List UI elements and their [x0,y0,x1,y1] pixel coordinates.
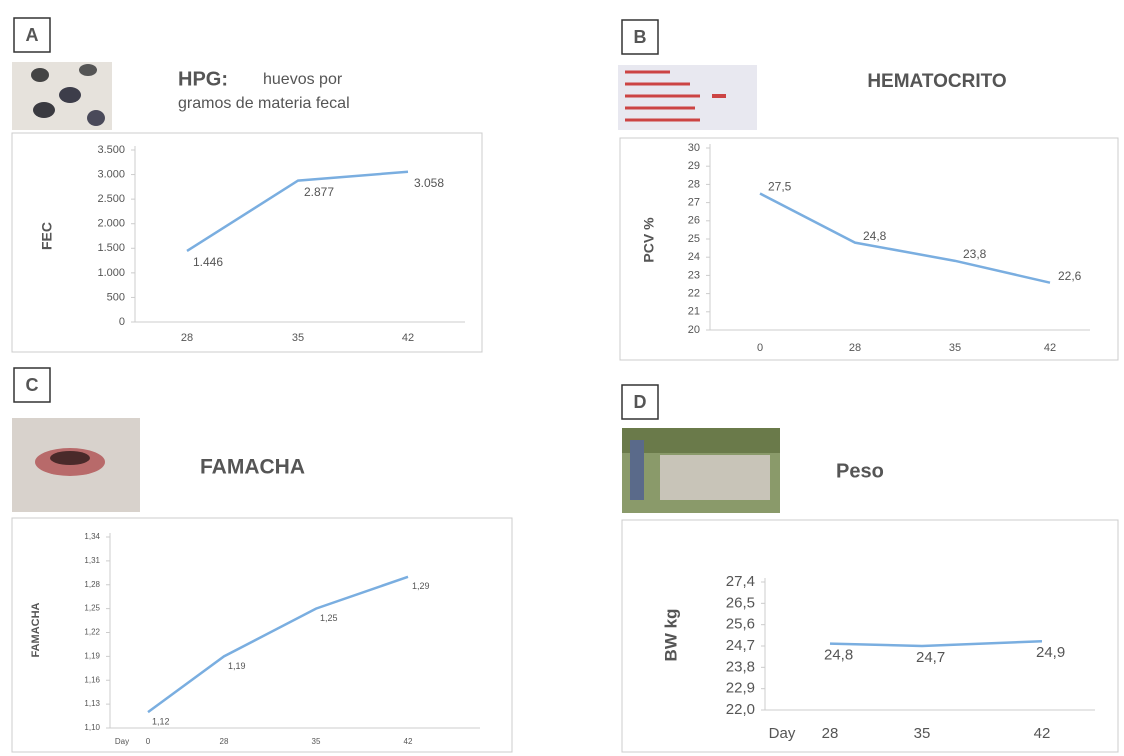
panel-frame [12,133,482,352]
y-tick-label: 1,34 [84,532,100,541]
y-tick-label: 26,5 [726,594,755,611]
y-tick-label: 1.500 [97,242,125,254]
photo-eye [12,418,140,512]
panel-frame [622,520,1118,752]
x-tick-label: 35 [914,725,931,742]
photo-capillaries [618,65,757,130]
y-tick-label: 1,10 [84,723,100,732]
y-tick-label: 1.000 [97,267,125,279]
x-tick-label: 42 [1034,725,1051,742]
y-tick-label: 2.000 [97,218,125,230]
x-tick-label: 28 [849,342,861,354]
x-axis-label: Day [769,725,796,742]
value-label: 1,12 [152,716,170,726]
y-tick-label: 3.500 [97,144,125,156]
data-line [830,641,1042,646]
value-label: 24,8 [863,229,887,243]
y-tick-label: 25 [688,233,700,245]
y-tick-label: 22 [688,288,700,300]
panel-title: Peso [836,460,884,482]
value-label: 24,9 [1036,644,1065,661]
y-axis-label: FEC [39,222,55,250]
data-line [187,172,408,251]
panel-title: HPG: [178,68,228,90]
panel-subtitle: gramos de materia fecal [178,95,350,112]
y-tick-label: 30 [688,142,700,154]
y-tick-label: 22,9 [726,680,755,697]
photo-eggs [12,62,112,130]
photo-sheep [622,428,780,513]
y-tick-label: 1,31 [84,556,100,565]
value-label: 1.446 [193,255,223,269]
page: A HPG: huevos por gramos de materia fecal 0 5… [0,0,1124,756]
x-tick-label: 42 [1044,342,1056,354]
value-label: 23,8 [963,247,987,261]
x-axis-label: Day [115,737,129,746]
x-tick-label: 28 [220,737,229,746]
data-line [148,577,408,712]
value-label: 1,19 [228,661,246,671]
panel-letter: A [26,25,39,45]
value-label: 3.058 [414,176,444,190]
y-tick-label: 500 [107,291,125,303]
y-tick-label: 26 [688,215,700,227]
value-label: 27,5 [768,180,792,194]
x-tick-label: 42 [404,737,413,746]
value-label: 22,6 [1058,269,1082,283]
y-tick-label: 24,7 [726,637,755,654]
y-tick-label: 29 [688,160,700,172]
y-tick-label: 22,0 [726,701,755,718]
y-tick-label: 23,8 [726,658,755,675]
y-tick-label: 3.000 [97,168,125,180]
y-tick-label: 25,6 [726,616,755,633]
value-label: 1,29 [412,581,430,591]
y-axis-label: FAMACHA [30,602,42,657]
x-tick-label: 0 [146,737,151,746]
y-tick-label: 23 [688,269,700,281]
panel-title: HEMATOCRITO [867,71,1006,92]
y-axis-label: PCV % [641,217,657,263]
x-tick-label: 28 [822,725,839,742]
value-label: 24,7 [916,649,945,666]
x-tick-label: 28 [181,332,193,344]
y-tick-label: 0 [119,316,125,328]
y-tick-label: 1,25 [84,604,100,613]
y-tick-label: 27 [688,197,700,209]
y-tick-label: 1,28 [84,580,100,589]
figure: A HPG: huevos por gramos de materia fecal 0 5… [0,0,1124,756]
y-tick-label: 28 [688,178,700,190]
x-tick-label: 35 [949,342,961,354]
panel-title: FAMACHA [200,456,305,479]
value-label: 2.877 [304,185,334,199]
y-axis-label: BW kg [661,609,680,662]
y-tick-label: 1,16 [84,675,100,684]
x-tick-label: 35 [312,737,321,746]
x-tick-label: 0 [757,342,763,354]
y-tick-label: 1,22 [84,628,100,637]
y-tick-label: 24 [688,251,700,263]
panel-letter: C [26,375,39,395]
value-label: 1,25 [320,613,338,623]
x-tick-label: 42 [402,332,414,344]
panel-letter: D [634,392,647,412]
y-tick-label: 1,13 [84,699,100,708]
x-tick-label: 35 [292,332,304,344]
panel-subtitle: huevos por [263,71,343,88]
data-line [760,194,1050,283]
y-tick-label: 20 [688,324,700,336]
y-tick-label: 1,19 [84,651,100,660]
value-label: 24,8 [824,647,853,664]
y-tick-label: 21 [688,306,700,318]
y-tick-label: 2.500 [97,193,125,205]
y-tick-label: 27,4 [726,573,755,590]
panel-letter: B [634,27,647,47]
